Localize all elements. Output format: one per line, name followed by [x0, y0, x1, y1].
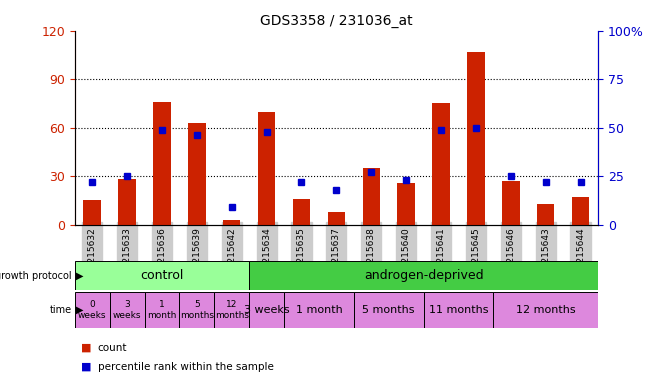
- Bar: [328, 212, 345, 225]
- Bar: [118, 179, 136, 225]
- Bar: [572, 197, 590, 225]
- Bar: [432, 103, 450, 225]
- Text: count: count: [98, 343, 127, 353]
- Bar: [75, 261, 249, 290]
- Text: 3
weeks: 3 weeks: [113, 300, 141, 320]
- Text: androgen-deprived: androgen-deprived: [364, 269, 484, 282]
- Text: 1
month: 1 month: [148, 300, 177, 320]
- Bar: [153, 102, 171, 225]
- Text: 3 weeks: 3 weeks: [244, 305, 289, 315]
- Text: 12 months: 12 months: [516, 305, 575, 315]
- Bar: [214, 292, 249, 328]
- Bar: [188, 123, 205, 225]
- Text: 5
months: 5 months: [180, 300, 214, 320]
- Text: 11 months: 11 months: [429, 305, 488, 315]
- Text: control: control: [140, 269, 184, 282]
- Bar: [110, 292, 144, 328]
- Title: GDS3358 / 231036_at: GDS3358 / 231036_at: [260, 14, 413, 28]
- Text: 12
months: 12 months: [214, 300, 249, 320]
- Text: 0
weeks: 0 weeks: [78, 300, 107, 320]
- Text: 1 month: 1 month: [296, 305, 343, 315]
- Text: ■: ■: [81, 343, 92, 353]
- Bar: [354, 292, 424, 328]
- Text: time: time: [49, 305, 72, 315]
- Bar: [223, 220, 240, 225]
- Bar: [502, 181, 519, 225]
- Text: ▶: ▶: [76, 270, 84, 281]
- Bar: [537, 204, 554, 225]
- Bar: [424, 292, 493, 328]
- Bar: [75, 292, 110, 328]
- Bar: [397, 183, 415, 225]
- Bar: [179, 292, 214, 328]
- Text: 5 months: 5 months: [363, 305, 415, 315]
- Bar: [258, 111, 276, 225]
- Bar: [249, 292, 284, 328]
- Text: percentile rank within the sample: percentile rank within the sample: [98, 362, 274, 372]
- Bar: [292, 199, 310, 225]
- Bar: [284, 292, 354, 328]
- Bar: [493, 292, 598, 328]
- Bar: [249, 261, 598, 290]
- Bar: [83, 200, 101, 225]
- Bar: [363, 168, 380, 225]
- Text: ■: ■: [81, 362, 92, 372]
- Bar: [467, 52, 485, 225]
- Bar: [144, 292, 179, 328]
- Text: growth protocol: growth protocol: [0, 270, 72, 281]
- Text: ▶: ▶: [76, 305, 84, 315]
